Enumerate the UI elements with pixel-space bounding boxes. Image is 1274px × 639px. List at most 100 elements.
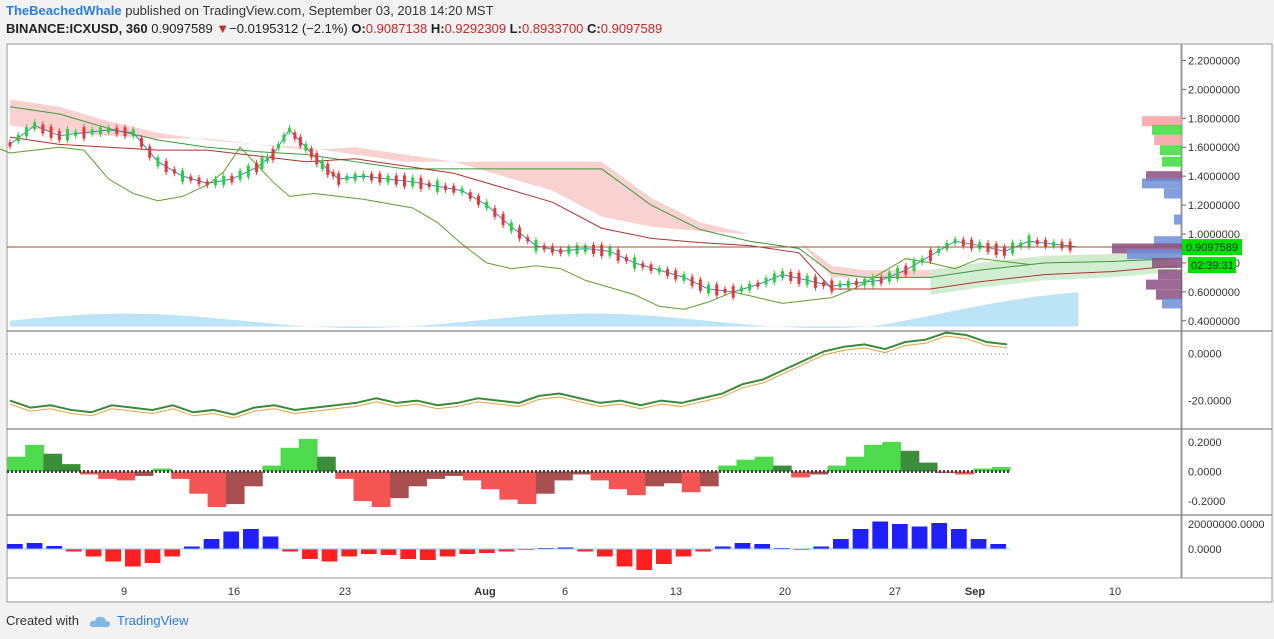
volume-profile-bar: [1162, 298, 1182, 309]
publish-line: TheBeachedWhale published on TradingView…: [6, 3, 494, 18]
countdown-badge: [1188, 257, 1236, 274]
candle: [293, 132, 297, 139]
macd-tick-label: 0.2000: [1188, 437, 1222, 449]
candle: [444, 185, 448, 190]
oscillator-signal-line: [9, 335, 1008, 419]
time-tick-label: 9: [121, 586, 127, 598]
macd-bar: [882, 441, 902, 472]
ichimoku-cloud-green: [930, 251, 1177, 295]
macd-bar: [627, 471, 646, 496]
macd-bar: [754, 456, 774, 472]
volume-area: [10, 292, 1079, 328]
candle: [315, 153, 319, 165]
macd-bar: [918, 462, 938, 472]
momentum-bar: [479, 549, 495, 553]
candle: [107, 127, 111, 133]
macd-bar: [43, 453, 63, 472]
created-with-text: Created with: [6, 613, 79, 628]
macd-bar: [207, 471, 227, 508]
candle: [260, 157, 264, 169]
momentum-bar: [341, 549, 358, 557]
candle: [361, 173, 365, 179]
candle: [41, 124, 45, 134]
price-tick-label: 1.4000000: [1188, 171, 1240, 183]
change-label: −0.0195312 (−2.1%): [229, 21, 348, 36]
momentum-bar: [420, 549, 436, 560]
candle: [797, 272, 801, 284]
candle: [181, 170, 185, 182]
author-link[interactable]: TheBeachedWhale: [6, 3, 122, 18]
candle: [1044, 239, 1048, 247]
volume-profile-bar: [1174, 214, 1182, 225]
candle: [764, 277, 768, 285]
candle: [920, 258, 924, 263]
momentum-bar: [223, 531, 240, 549]
macd-bar: [590, 471, 610, 481]
candle: [690, 276, 694, 286]
price-tick-label: 1.0000000: [1188, 229, 1240, 241]
span-b-line: [9, 136, 1178, 290]
macd-bar: [572, 471, 592, 475]
candle: [896, 267, 900, 280]
candle: [665, 269, 669, 276]
candle: [255, 162, 259, 172]
time-tick-label: Sep: [965, 586, 985, 598]
volume-profile-bar: [1146, 171, 1182, 182]
macd-bar: [991, 467, 1011, 472]
macd-bar: [827, 465, 847, 472]
momentum-bar: [498, 549, 515, 552]
macd-bar: [7, 456, 26, 472]
time-tick-label: 20: [779, 586, 791, 598]
momentum-bar: [636, 549, 653, 570]
candle: [715, 284, 719, 296]
momentum-bar: [184, 546, 200, 549]
momentum-bar: [105, 549, 122, 562]
macd-bar: [973, 468, 993, 472]
candle: [331, 172, 335, 177]
candle: [246, 165, 250, 177]
macd-bar: [462, 471, 482, 481]
candle: [172, 169, 176, 174]
momentum-bar: [7, 544, 23, 549]
momentum-bar: [892, 524, 908, 549]
macd-bar: [535, 471, 555, 494]
candle: [386, 175, 390, 183]
candle: [378, 173, 382, 183]
tradingview-brand-link[interactable]: TradingView: [117, 613, 189, 628]
tenkan-line: [9, 124, 1079, 293]
candle: [994, 243, 998, 256]
candle: [485, 201, 489, 209]
time-axis: [6, 577, 1273, 603]
low-value: 0.8933700: [521, 21, 584, 36]
candle: [156, 157, 160, 167]
time-tick-label: 10: [1109, 586, 1121, 598]
candle: [575, 244, 579, 254]
momentum-bar: [813, 546, 830, 549]
momentum-bar: [616, 549, 633, 567]
oscillator-tick-label: 0.0000: [1188, 349, 1222, 361]
momentum-bar: [302, 549, 318, 559]
candle: [953, 239, 957, 244]
candle: [887, 272, 891, 282]
candle: [427, 182, 431, 187]
momentum-bar: [597, 549, 613, 557]
macd-tick-label: -0.2000: [1188, 496, 1225, 508]
macd-bar: [317, 456, 336, 472]
momentum-bar: [85, 549, 102, 557]
momentum-bar: [557, 547, 574, 549]
candle: [698, 279, 702, 291]
price-axis: [1181, 43, 1273, 579]
candle: [781, 271, 785, 278]
macd-bar: [225, 471, 245, 505]
candle: [24, 127, 28, 137]
candle: [74, 131, 78, 136]
candle: [707, 284, 711, 294]
volume-profile: [1112, 116, 1182, 309]
candle: [213, 178, 217, 186]
momentum-bar: [695, 549, 712, 552]
momentum-bar: [380, 549, 397, 555]
momentum-tick-label: 20000000.0000: [1188, 519, 1264, 531]
candle: [493, 207, 497, 217]
volume-profile-bar: [1162, 156, 1182, 167]
